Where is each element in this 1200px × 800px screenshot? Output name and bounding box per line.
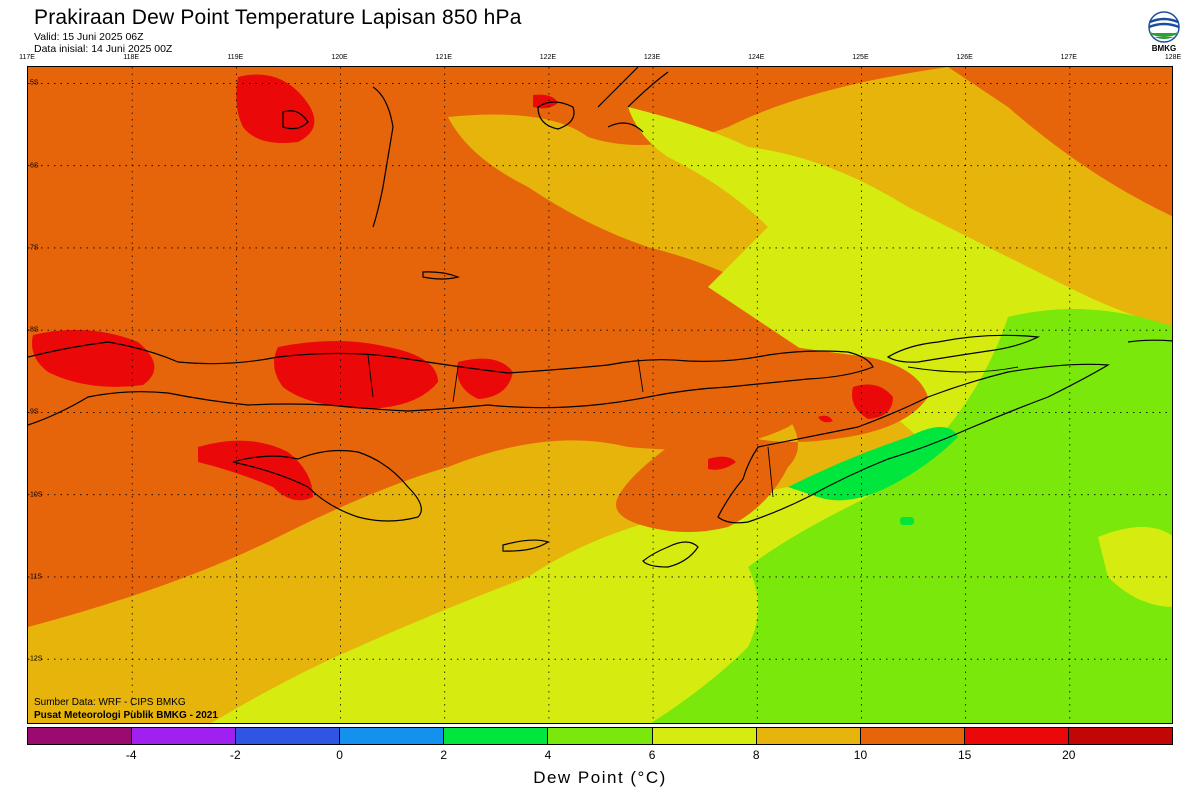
lat-tick-label: 8S: [30, 326, 39, 334]
colorbar-segment: [652, 728, 757, 744]
bmkg-logo-icon: [1148, 11, 1180, 43]
red-core-8: [708, 456, 736, 470]
roti-coast: [642, 541, 699, 568]
valid-time: Valid: 15 Juni 2025 06Z: [34, 31, 144, 43]
bmkg-logo: BMKG: [1144, 10, 1184, 58]
red-core-2: [533, 94, 558, 109]
colorbar-title: Dew Point (°C): [533, 768, 667, 787]
lon-tick-label: 128E: [1164, 54, 1182, 61]
lon-tick-label: 122E: [539, 54, 557, 61]
lon-tick-label: 121E: [435, 54, 452, 61]
lesser-sunda-coast: [28, 341, 874, 426]
lat-tick-label: 6S: [30, 162, 39, 170]
small-island-3: [422, 271, 460, 280]
timor-coast: [717, 363, 1110, 524]
sumba-coast: [232, 449, 422, 522]
red-core-1: [236, 74, 315, 143]
colorbar-tick-label: 10: [853, 748, 868, 762]
map-canvas: [28, 67, 1172, 723]
colorbar-tick-label: -2: [230, 748, 241, 762]
lon-tick-label: 119E: [227, 54, 244, 61]
east-island-coast: [1127, 339, 1172, 343]
small-island-1: [282, 110, 309, 130]
lon-tick-label: 120E: [331, 54, 348, 61]
colorbar-tick-label: 6: [648, 748, 656, 762]
wetar-coast: [886, 334, 1041, 363]
data-source-credit: Sumber Data: WRF - CIPS BMKG: [34, 697, 186, 708]
selayar-coast: [372, 86, 394, 228]
colorbar-segment: [964, 728, 1069, 744]
map-title: Prakiraan Dew Point Temperature Lapisan …: [34, 6, 522, 29]
colorbar-tick-label: 2: [440, 748, 448, 762]
buton-coast: [597, 67, 669, 133]
colorbar-segment: [860, 728, 965, 744]
colorbar-segment: [1068, 728, 1173, 744]
lon-tick-label: 127E: [1060, 54, 1077, 61]
central-orange: [588, 287, 928, 532]
dewpoint-map: 5S 6S 7S 8S 9S 10S 11S 12S Sumber Data: WRF - C…: [27, 66, 1173, 724]
colorbar-segment: [444, 728, 549, 744]
red-core-9: [818, 415, 833, 423]
lon-tick-label: 123E: [643, 54, 661, 61]
colorbar-tick-label: 20: [1062, 748, 1076, 762]
colorbar-tick-label: 0: [336, 748, 343, 762]
small-island-2: [537, 101, 575, 130]
colorbar-tick-label: 4: [544, 748, 552, 762]
lat-tick-label: 11S: [30, 573, 42, 581]
lat-tick-label: 10S: [30, 491, 43, 499]
colorbar-tick-label: -4: [125, 748, 137, 762]
yellow-patch-east: [1098, 527, 1172, 607]
red-core-6: [198, 440, 313, 501]
lat-tick-label: 5S: [30, 79, 39, 87]
bmkg-credit: Pusat Meteorologi Publik BMKG - 2021: [34, 710, 218, 721]
lon-tick-label: 124E: [748, 54, 765, 61]
green-field: [651, 309, 1172, 723]
logo-label: BMKG: [1151, 44, 1177, 53]
bright-green-dot: [900, 517, 914, 525]
colorbar-segment: [548, 728, 653, 744]
lon-tick-label: 117E: [19, 54, 35, 61]
colorbar-segment: [340, 728, 445, 744]
lon-tick-label: 125E: [852, 54, 869, 61]
colorbar-segment: [756, 728, 861, 744]
ne-field: [948, 67, 1172, 217]
colorbar-tick-label: 15: [957, 748, 972, 762]
colorbar: [27, 727, 1173, 745]
red-core-4: [274, 341, 438, 409]
lat-tick-label: 12S: [30, 655, 43, 663]
colorbar-segment: [236, 728, 341, 744]
bright-green-core: [788, 427, 958, 501]
coastlines: [28, 67, 1172, 568]
colorbar-segment: [132, 728, 237, 744]
init-time: Data inisial: 14 Juni 2025 00Z: [34, 43, 173, 55]
colorbar-segment: [28, 728, 133, 744]
lon-tick-label: 126E: [956, 54, 973, 61]
lat-tick-label: 7S: [30, 244, 39, 252]
sawu-coast: [502, 539, 550, 552]
red-core-3: [32, 329, 155, 387]
colorbar-tick-label: 8: [752, 748, 760, 762]
lat-tick-label: 9S: [30, 408, 39, 416]
admin-borders: [367, 354, 1019, 498]
red-core-7: [852, 384, 893, 419]
lon-tick-label: 118E: [123, 54, 140, 61]
graticule: [28, 67, 1172, 723]
